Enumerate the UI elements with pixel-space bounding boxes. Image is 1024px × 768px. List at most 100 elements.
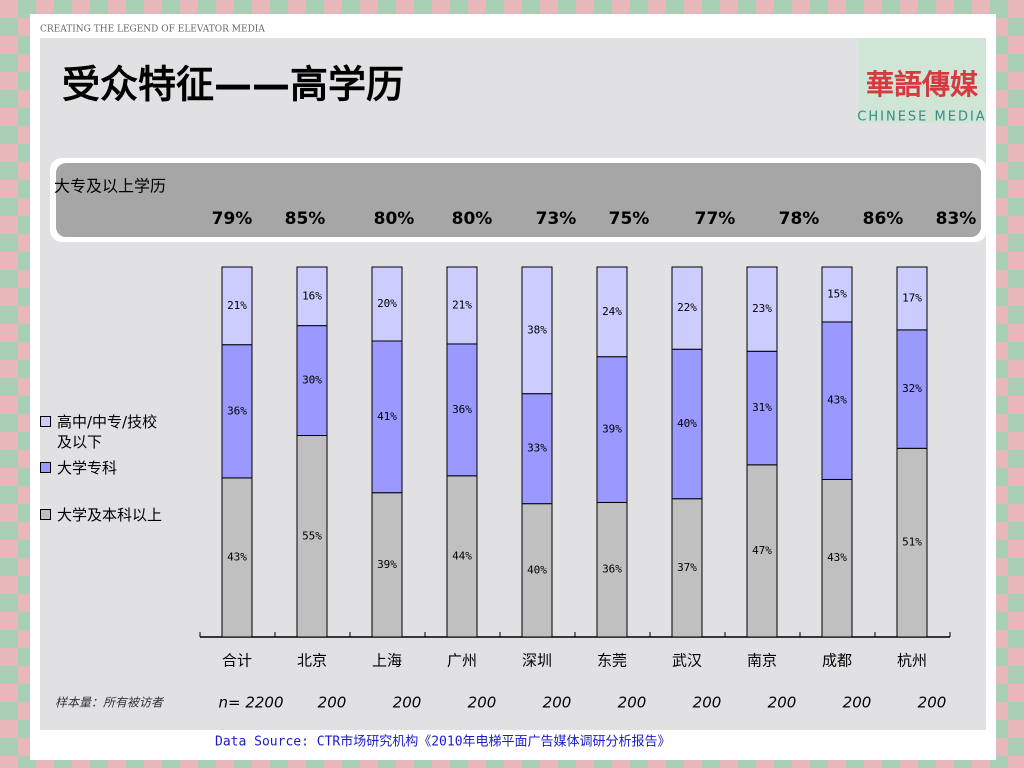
bar-segment (596, 266, 628, 358)
bar-segment (296, 325, 328, 437)
data-label: 41% (377, 410, 397, 423)
x-tick-label: 深圳 (522, 652, 552, 670)
bar-segment (596, 501, 628, 638)
bar-segment (671, 348, 703, 500)
data-label: 32% (902, 382, 922, 395)
data-label: 39% (602, 423, 622, 436)
data-label: 40% (527, 563, 547, 576)
sample-size: 200 (768, 694, 797, 712)
data-label: 23% (752, 302, 772, 315)
data-label: 43% (827, 394, 847, 407)
bar-segment (596, 356, 628, 503)
data-label: 38% (527, 323, 547, 336)
legend-item: 大学及本科以上 (40, 505, 169, 525)
summary-value: 77% (695, 209, 736, 229)
bar-segment (896, 266, 928, 331)
legend-item: 高中/中专/技校及以下 (40, 412, 169, 452)
summary-value: 78% (779, 209, 820, 229)
sample-size: 200 (918, 694, 947, 712)
bar-segment (371, 266, 403, 342)
legend-label: 大学专科 (57, 459, 118, 477)
bar-segment (821, 266, 853, 323)
bar-segment (746, 350, 778, 466)
data-label: 17% (902, 291, 922, 304)
data-label: 20% (377, 297, 397, 310)
data-label: 21% (227, 299, 247, 312)
bar-segment (896, 329, 928, 449)
data-label: 33% (527, 442, 547, 455)
data-label: 22% (677, 301, 697, 314)
data-label: 39% (377, 558, 397, 571)
data-label: 24% (602, 305, 622, 318)
sample-size: n= 2200 (218, 694, 283, 712)
bar-segment (746, 266, 778, 352)
x-tick-label: 南京 (747, 652, 777, 670)
bar-segment (521, 266, 553, 395)
bar-segment (446, 343, 478, 477)
data-label: 44% (452, 549, 472, 562)
data-label: 47% (752, 544, 772, 557)
summary-value: 85% (285, 209, 326, 229)
bar-segment (446, 266, 478, 345)
data-label: 43% (827, 551, 847, 564)
x-tick-label: 杭州 (897, 652, 927, 670)
bar-segment (371, 492, 403, 638)
summary-value: 73% (536, 209, 577, 229)
slide-title: 受众特征——高学历 (62, 63, 404, 107)
bar-segment (446, 475, 478, 638)
sample-size: 200 (618, 694, 647, 712)
legend-label: 高中/中专/技校及以下 (57, 413, 158, 451)
data-label: 36% (227, 404, 247, 417)
data-label: 55% (302, 529, 322, 542)
source: Data Source: CTR市场研究机构《2010年电梯平面广告媒体调研分析… (215, 734, 671, 750)
x-tick-label: 上海 (372, 652, 402, 670)
logo: 華語傳媒 (866, 68, 979, 101)
tagline: CREATING THE LEGEND OF ELEVATOR MEDIA (40, 25, 265, 35)
summary-value: 83% (936, 209, 977, 229)
data-label: 21% (452, 298, 472, 311)
bar-segment (371, 340, 403, 494)
summary-value: 79% (212, 209, 253, 229)
summary-value: 75% (609, 209, 650, 229)
logo-sub: CHINESE MEDIA (857, 110, 986, 125)
logo-bg (858, 38, 986, 123)
data-label: 43% (227, 550, 247, 563)
sample-size: 200 (318, 694, 347, 712)
data-label: 31% (752, 401, 772, 414)
bar-segment (746, 464, 778, 638)
data-label: 15% (827, 287, 847, 300)
x-tick-label: 合计 (222, 652, 252, 670)
sample-size: 200 (543, 694, 572, 712)
legend-swatch (40, 462, 51, 473)
bar-segment (296, 266, 328, 327)
bar-segment (221, 266, 253, 346)
sample-size: 200 (693, 694, 722, 712)
data-label: 51% (902, 536, 922, 549)
bar-segment (821, 478, 853, 638)
x-tick-label: 广州 (447, 652, 477, 670)
sample-label: 样本量：所有被访者 (55, 696, 165, 710)
x-tick-label: 北京 (297, 652, 327, 670)
data-label: 30% (302, 374, 322, 387)
summary-value: 86% (863, 209, 904, 229)
summary-box (56, 163, 981, 237)
data-label: 36% (452, 403, 472, 416)
x-tick-label: 武汉 (672, 652, 702, 670)
legend-swatch (40, 416, 51, 427)
legend-swatch (40, 509, 51, 520)
bar-segment (671, 266, 703, 350)
data-label: 37% (677, 561, 697, 574)
data-label: 36% (602, 563, 622, 576)
bar-segment (821, 321, 853, 480)
x-tick-label: 成都 (822, 652, 852, 670)
legend-label: 大学及本科以上 (57, 506, 163, 524)
sample-size: 200 (843, 694, 872, 712)
sample-size: 200 (468, 694, 497, 712)
data-label: 40% (677, 417, 697, 430)
summary-value: 80% (452, 209, 493, 229)
x-tick-label: 东莞 (597, 652, 627, 670)
summary-label: 大专及以上学历 (54, 177, 166, 196)
sample-size: 200 (393, 694, 422, 712)
